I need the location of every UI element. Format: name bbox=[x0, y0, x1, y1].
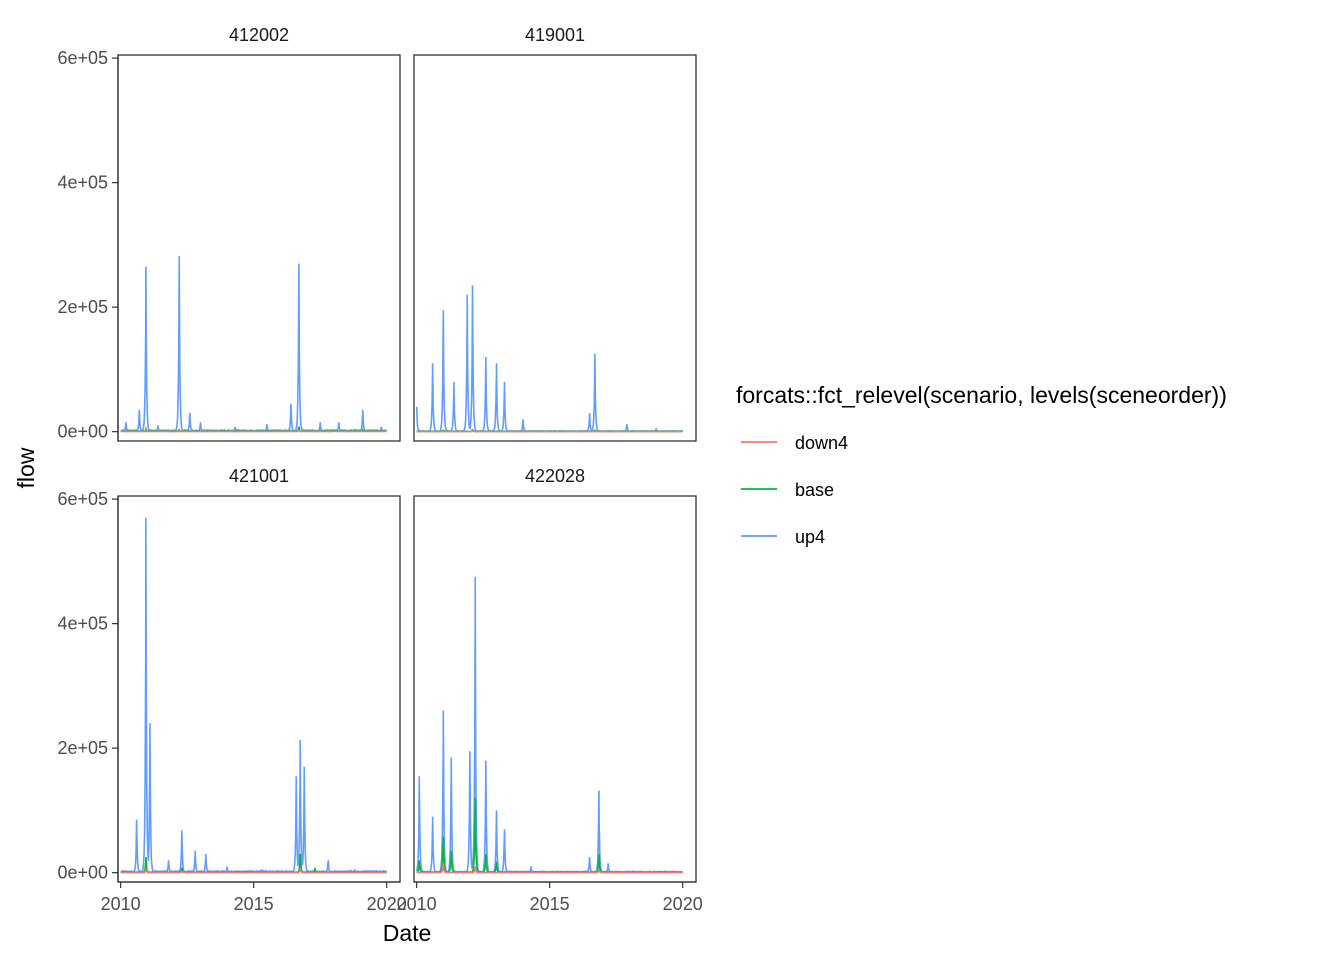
x-axis-title: Date bbox=[383, 920, 432, 946]
legend-item-down4: down4 bbox=[741, 433, 848, 453]
x-tick-label: 2010 bbox=[397, 894, 437, 914]
series-line-base bbox=[416, 797, 683, 874]
y-tick-label: 6e+05 bbox=[57, 489, 108, 509]
series-line-down4 bbox=[416, 428, 683, 433]
panel-border bbox=[413, 495, 697, 883]
facet-panel-412002: 412002 0e+00 2e+05 4e+05 6e+05 bbox=[57, 25, 401, 442]
series-line-down4 bbox=[120, 868, 387, 874]
x-tick-label: 2015 bbox=[234, 894, 274, 914]
legend-entries: down4 base up4 bbox=[741, 433, 848, 547]
panel-border bbox=[117, 54, 401, 442]
x-tick-label: 2020 bbox=[663, 894, 703, 914]
y-tick-label: 2e+05 bbox=[57, 738, 108, 758]
series-line-down4 bbox=[416, 863, 683, 874]
facet-panel-419001: 419001 bbox=[413, 25, 697, 442]
legend-item-base: base bbox=[741, 480, 834, 500]
series-line-up4 bbox=[415, 576, 683, 874]
series-line-up4 bbox=[415, 285, 683, 433]
y-tick-label: 0e+00 bbox=[57, 422, 108, 442]
x-tick-label: 2010 bbox=[101, 894, 141, 914]
legend: forcats::fct_relevel(scenario, levels(sc… bbox=[736, 382, 1227, 547]
series-line-up4 bbox=[120, 517, 388, 874]
x-tick-label: 2020 bbox=[367, 894, 407, 914]
facet-label: 422028 bbox=[525, 466, 585, 486]
facet-label: 421001 bbox=[229, 466, 289, 486]
panel-border bbox=[413, 54, 697, 442]
facet-label: 419001 bbox=[525, 25, 585, 45]
panels-layer: 412002 0e+00 2e+05 4e+05 6e+05 419001 421001 0e… bbox=[57, 25, 702, 914]
y-tick-label: 6e+05 bbox=[57, 48, 108, 68]
legend-item-up4: up4 bbox=[741, 527, 825, 547]
legend-title: forcats::fct_relevel(scenario, levels(sc… bbox=[736, 382, 1227, 408]
y-axis-title: flow bbox=[13, 447, 39, 488]
facet-panel-422028: 422028 2010 2015 2020 bbox=[397, 466, 703, 914]
facet-label: 412002 bbox=[229, 25, 289, 45]
legend-label: down4 bbox=[795, 433, 848, 453]
x-tick-label: 2015 bbox=[530, 894, 570, 914]
panel-border bbox=[117, 495, 401, 883]
legend-label: base bbox=[795, 480, 834, 500]
series-line-down4 bbox=[120, 428, 387, 433]
series-line-up4 bbox=[120, 256, 388, 433]
y-tick-label: 4e+05 bbox=[57, 614, 108, 634]
y-tick-label: 2e+05 bbox=[57, 297, 108, 317]
y-tick-label: 0e+00 bbox=[57, 863, 108, 883]
series-line-base bbox=[120, 853, 387, 874]
legend-label: up4 bbox=[795, 527, 825, 547]
facet-panel-421001: 421001 0e+00 2e+05 4e+05 6e+05 2010 2015 2020 bbox=[57, 466, 406, 914]
y-tick-label: 4e+05 bbox=[57, 173, 108, 193]
